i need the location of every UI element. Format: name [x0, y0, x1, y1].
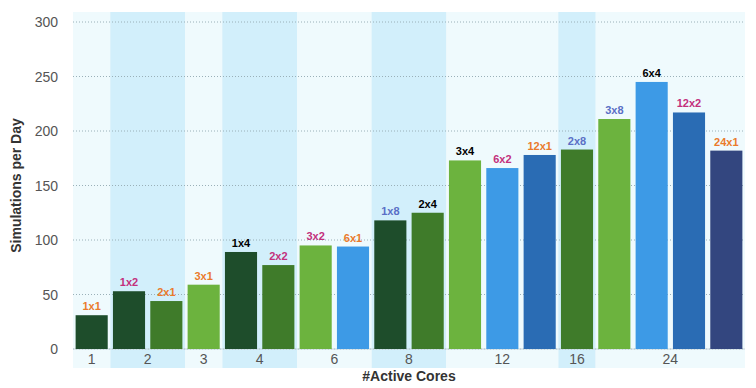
bars [76, 82, 743, 349]
bar [486, 168, 518, 349]
bar-label: 6x4 [642, 67, 661, 79]
bar-label: 1x1 [82, 300, 100, 312]
x-axis-title: #Active Cores [362, 368, 456, 384]
bar-label: 12x1 [527, 140, 551, 152]
y-tick-label: 200 [35, 123, 59, 139]
bar-label: 24x1 [714, 136, 738, 148]
bar [337, 247, 369, 349]
y-tick-label: 100 [35, 232, 59, 248]
group-band [73, 12, 110, 368]
bar [150, 301, 182, 349]
x-group-label: 1 [88, 351, 96, 367]
bar [636, 82, 668, 349]
y-tick-label: 250 [35, 69, 59, 85]
x-group-label: 8 [405, 351, 413, 367]
group-band [372, 12, 447, 368]
x-group-label: 4 [256, 351, 264, 367]
group-band [110, 12, 185, 368]
bar-label: 6x2 [493, 153, 511, 165]
grid-line [73, 22, 745, 23]
x-group-label: 3 [200, 351, 208, 367]
bar [449, 160, 481, 349]
bar-label: 1x4 [232, 237, 251, 249]
bar [76, 315, 108, 349]
group-band [185, 12, 222, 368]
x-group-label: 6 [330, 351, 338, 367]
bar-label: 12x2 [677, 97, 701, 109]
y-tick-label: 50 [42, 287, 58, 303]
chart: 0 50 100 150 200 250 300 1x1 1x2 2x1 3x1 1x4 2x2 3x2 6… [0, 0, 756, 388]
group-band [446, 12, 558, 368]
bar-label: 1x2 [120, 276, 138, 288]
x-group-label: 2 [144, 351, 152, 367]
group-band [596, 12, 745, 368]
x-group-label: 16 [569, 351, 585, 367]
bar-label: 3x1 [194, 270, 212, 282]
bar [188, 285, 220, 349]
y-tick-label: 0 [50, 341, 58, 357]
y-tick-label: 300 [35, 14, 59, 30]
x-group-label: 12 [495, 351, 511, 367]
bar [374, 220, 406, 349]
y-tick-label: 150 [35, 178, 59, 194]
bar [262, 265, 294, 349]
bar-label: 2x1 [157, 286, 175, 298]
bar-label: 3x8 [605, 104, 623, 116]
bar [300, 245, 332, 349]
bar [673, 112, 705, 349]
y-axis-title: Simulations per Day [8, 118, 24, 253]
bar [561, 150, 593, 349]
bar-label: 3x4 [456, 145, 475, 157]
bar-label: 2x4 [418, 198, 437, 210]
bar [412, 213, 444, 349]
group-band [558, 12, 595, 368]
group-band [222, 12, 297, 368]
bar [710, 151, 742, 349]
bar [598, 119, 630, 349]
bar [113, 291, 145, 349]
bar [225, 252, 257, 349]
bar-label: 1x8 [381, 205, 399, 217]
group-band [297, 12, 372, 368]
bar-label: 3x2 [306, 230, 324, 242]
bar-label: 2x2 [269, 250, 287, 262]
bar-label: 2x8 [568, 135, 586, 147]
bar [524, 155, 556, 349]
bar-label: 6x1 [344, 232, 362, 244]
x-group-label: 24 [663, 351, 679, 367]
